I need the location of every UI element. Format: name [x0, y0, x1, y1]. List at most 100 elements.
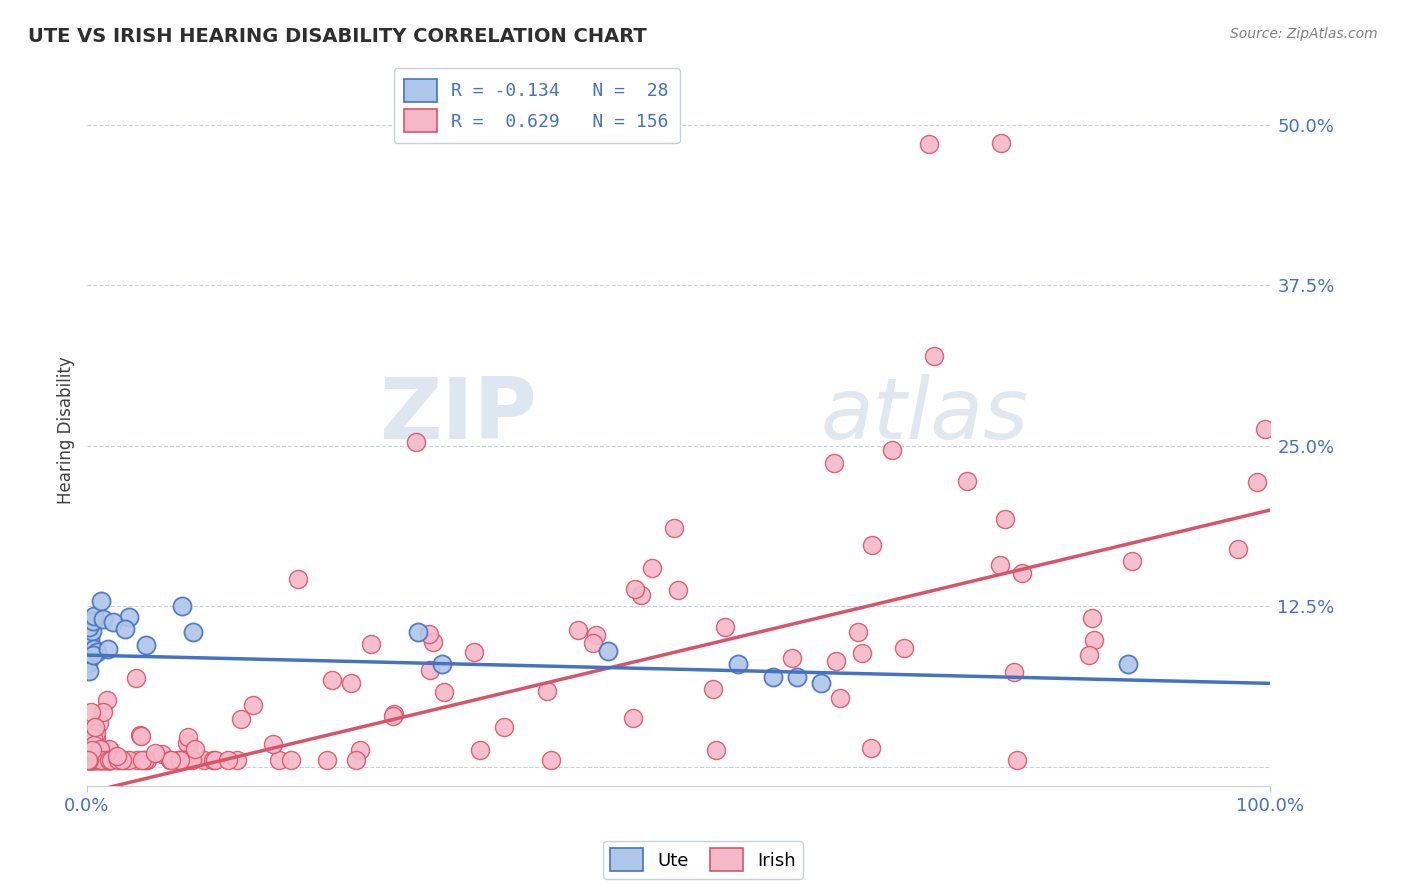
- Point: [112, 754, 135, 768]
- Text: UTE VS IRISH HEARING DISABILITY CORRELATION CHART: UTE VS IRISH HEARING DISABILITY CORRELAT…: [28, 27, 647, 45]
- Point: [242, 698, 264, 712]
- Point: [90, 754, 112, 768]
- Point: [1083, 633, 1105, 648]
- Point: [567, 624, 589, 638]
- Point: [859, 741, 882, 756]
- Point: [97, 642, 120, 657]
- Point: [810, 676, 832, 690]
- Point: [727, 657, 749, 672]
- Point: [80, 754, 103, 768]
- Point: [422, 635, 444, 649]
- Point: [91, 705, 114, 719]
- Point: [84, 725, 107, 739]
- Point: [204, 754, 226, 768]
- Point: [990, 136, 1012, 150]
- Point: [666, 583, 689, 598]
- Point: [704, 742, 727, 756]
- Point: [662, 521, 685, 535]
- Point: [80, 743, 103, 757]
- Point: [94, 754, 117, 768]
- Point: [181, 754, 204, 768]
- Point: [127, 754, 149, 768]
- Point: [77, 754, 100, 768]
- Point: [98, 754, 121, 768]
- Point: [419, 663, 441, 677]
- Point: [98, 743, 121, 757]
- Point: [828, 690, 851, 705]
- Point: [585, 628, 607, 642]
- Point: [86, 645, 108, 659]
- Point: [91, 611, 114, 625]
- Point: [114, 622, 136, 636]
- Point: [135, 638, 157, 652]
- Point: [83, 609, 105, 624]
- Point: [118, 754, 141, 768]
- Point: [86, 754, 108, 768]
- Point: [621, 711, 644, 725]
- Point: [90, 753, 112, 767]
- Point: [79, 754, 101, 768]
- Point: [83, 754, 105, 768]
- Point: [93, 742, 115, 756]
- Point: [340, 676, 363, 690]
- Point: [494, 719, 516, 733]
- Point: [125, 671, 148, 685]
- Point: [90, 754, 112, 768]
- Point: [179, 739, 201, 753]
- Point: [762, 670, 785, 684]
- Legend: R = -0.134   N =  28, R =  0.629   N = 156: R = -0.134 N = 28, R = 0.629 N = 156: [394, 68, 679, 144]
- Point: [321, 673, 343, 688]
- Point: [83, 754, 105, 768]
- Point: [76, 754, 98, 768]
- Point: [344, 754, 367, 768]
- Point: [630, 589, 652, 603]
- Point: [1226, 541, 1249, 556]
- Point: [1254, 422, 1277, 436]
- Point: [169, 754, 191, 768]
- Point: [82, 615, 104, 629]
- Point: [83, 738, 105, 752]
- Point: [131, 754, 153, 768]
- Point: [702, 682, 724, 697]
- Point: [83, 754, 105, 768]
- Point: [87, 748, 110, 763]
- Point: [134, 754, 156, 768]
- Point: [408, 625, 430, 640]
- Point: [315, 754, 337, 768]
- Point: [183, 625, 205, 640]
- Text: ZIP: ZIP: [380, 374, 537, 457]
- Point: [217, 754, 239, 768]
- Point: [111, 754, 134, 768]
- Point: [1011, 566, 1033, 581]
- Point: [463, 645, 485, 659]
- Point: [176, 736, 198, 750]
- Point: [96, 693, 118, 707]
- Point: [183, 741, 205, 756]
- Point: [150, 747, 173, 761]
- Point: [381, 709, 404, 723]
- Point: [82, 648, 104, 662]
- Point: [405, 434, 427, 449]
- Point: [98, 754, 121, 768]
- Point: [84, 731, 107, 746]
- Point: [89, 742, 111, 756]
- Point: [82, 614, 104, 628]
- Point: [96, 754, 118, 768]
- Point: [173, 754, 195, 768]
- Point: [1005, 754, 1028, 768]
- Point: [82, 624, 104, 639]
- Point: [79, 754, 101, 768]
- Point: [129, 728, 152, 742]
- Point: [1078, 648, 1101, 662]
- Point: [98, 754, 121, 768]
- Point: [160, 754, 183, 768]
- Point: [101, 615, 124, 629]
- Point: [77, 754, 100, 768]
- Point: [287, 572, 309, 586]
- Point: [86, 754, 108, 768]
- Point: [77, 619, 100, 633]
- Point: [77, 752, 100, 766]
- Point: [98, 754, 121, 768]
- Point: [100, 754, 122, 768]
- Point: [79, 754, 101, 768]
